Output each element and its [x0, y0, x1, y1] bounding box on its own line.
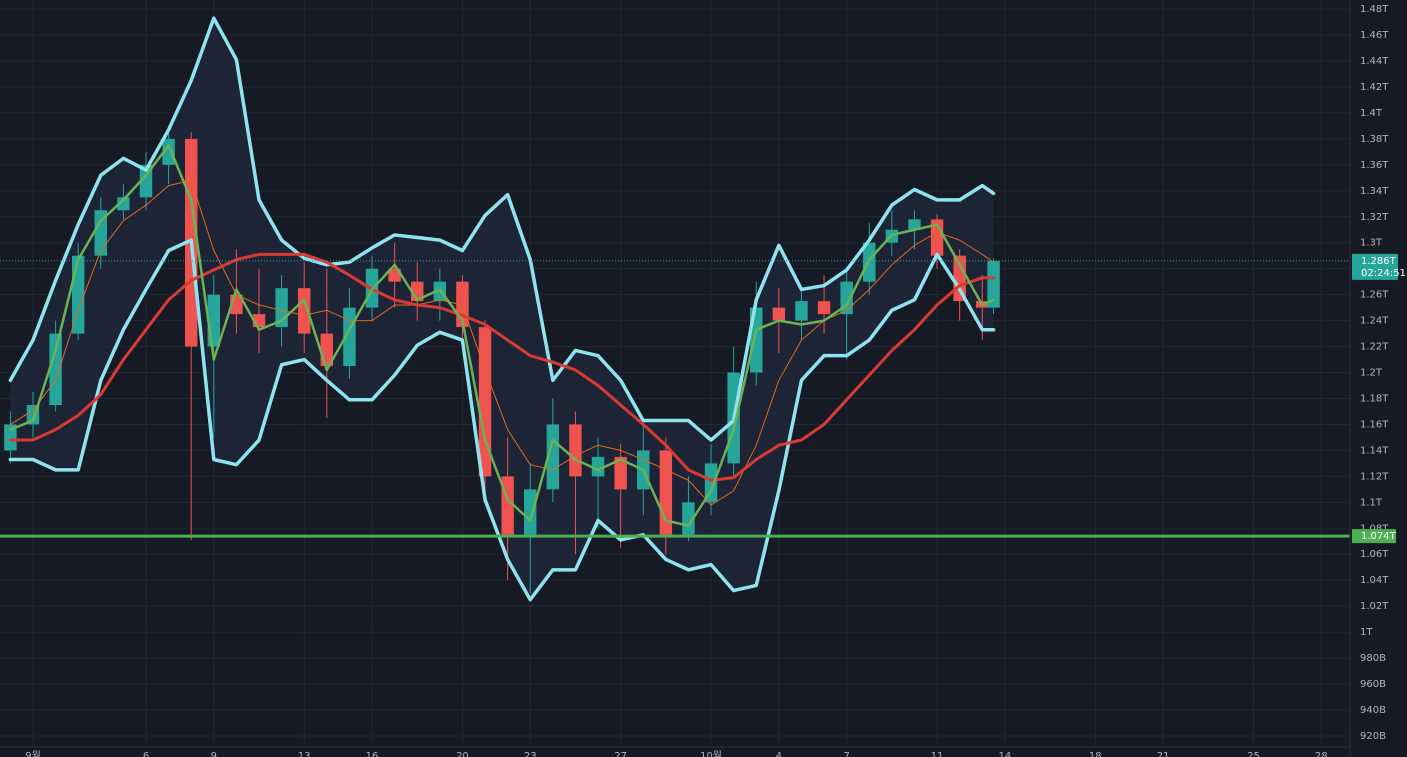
candle-body — [162, 138, 175, 165]
candle-body — [478, 327, 492, 477]
y-tick-label: 1.18T — [1360, 393, 1389, 404]
y-tick-label: 1.12T — [1360, 471, 1389, 482]
x-tick-label: 18 — [1089, 751, 1102, 757]
x-tick-label: 28 — [1315, 751, 1328, 757]
candle-body — [591, 456, 605, 477]
candle-body — [772, 307, 786, 321]
y-tick-label: 1.42T — [1360, 82, 1389, 93]
x-tick-label: 21 — [1157, 751, 1170, 757]
y-tick-label: 1T — [1360, 627, 1373, 638]
band-fill — [10, 18, 994, 600]
countdown: 02:24:51 — [1361, 268, 1406, 279]
candle-body — [524, 489, 537, 535]
y-tick-label: 1.1T — [1360, 497, 1383, 508]
y-tick-label: 940B — [1360, 705, 1386, 716]
candle-body — [614, 456, 627, 490]
indicator-line — [8, 16, 996, 442]
indicator-line — [9, 179, 995, 506]
y-tick-label: 1.32T — [1360, 212, 1389, 223]
indicator-line — [8, 238, 996, 602]
y-tick-label: 1.02T — [1360, 601, 1389, 612]
candle-body — [298, 288, 311, 334]
y-tick-label: 1.3T — [1360, 238, 1383, 249]
price-axis — [1350, 0, 1407, 757]
x-tick-label: 20 — [456, 751, 469, 757]
y-tick-label: 960B — [1360, 679, 1386, 690]
x-tick-label: 14 — [999, 751, 1012, 757]
indicator-line — [9, 144, 995, 527]
y-tick-label: 980B — [1360, 653, 1386, 664]
x-tick-label: 6 — [143, 751, 149, 757]
y-tick-label: 1.38T — [1360, 134, 1389, 145]
y-tick-label: 1.46T — [1360, 30, 1389, 41]
x-tick-label: 9월 — [25, 750, 41, 757]
y-tick-label: 1.2T — [1360, 368, 1383, 379]
candle-body — [546, 424, 560, 490]
candle-body — [569, 424, 582, 477]
last-price-bg — [1352, 253, 1398, 280]
candle-body — [908, 219, 921, 230]
x-tick-label: 9 — [211, 751, 217, 757]
hline-label-bg — [1352, 529, 1396, 544]
x-tick-label: 10월 — [700, 750, 722, 757]
candle-body — [795, 301, 808, 321]
x-tick-label: 25 — [1247, 751, 1260, 757]
x-tick-label: 27 — [614, 751, 627, 757]
candle-body — [817, 301, 831, 315]
candle-body — [71, 255, 85, 334]
y-tick-label: 1.04T — [1360, 575, 1389, 586]
last-price-label: 1.286T — [1361, 256, 1397, 267]
candle-body — [49, 333, 62, 405]
y-tick-label: 1.44T — [1360, 56, 1389, 67]
candle-body — [987, 260, 1000, 308]
x-tick-label: 13 — [298, 751, 311, 757]
y-tick-label: 1.14T — [1360, 445, 1389, 456]
y-tick-label: 1.4T — [1360, 108, 1383, 119]
y-tick-label: 1.34T — [1360, 186, 1389, 197]
y-tick-label: 1.22T — [1360, 342, 1389, 353]
x-tick-label: 11 — [931, 751, 944, 757]
y-tick-label: 1.26T — [1360, 290, 1389, 301]
candle-body — [388, 268, 401, 282]
candle-body — [94, 210, 108, 256]
candle-body — [682, 502, 695, 535]
candle-body — [704, 463, 718, 503]
y-tick-label: 920B — [1360, 731, 1386, 742]
y-tick-label: 1.48T — [1360, 4, 1389, 15]
x-tick-label: 16 — [366, 751, 379, 757]
y-tick-label: 1.08T — [1360, 523, 1389, 534]
x-tick-label: 4 — [776, 751, 782, 757]
x-tick-label: 7 — [843, 751, 849, 757]
hline-label: 1.074T — [1361, 531, 1397, 542]
indicator-line — [8, 252, 996, 482]
y-tick-label: 1.36T — [1360, 160, 1389, 171]
y-tick-label: 1.24T — [1360, 316, 1389, 327]
y-tick-label: 1.06T — [1360, 549, 1389, 560]
x-tick-label: 23 — [524, 751, 537, 757]
y-tick-label: 1.16T — [1360, 419, 1389, 430]
candle-body — [117, 197, 130, 211]
candle-body — [4, 424, 17, 451]
